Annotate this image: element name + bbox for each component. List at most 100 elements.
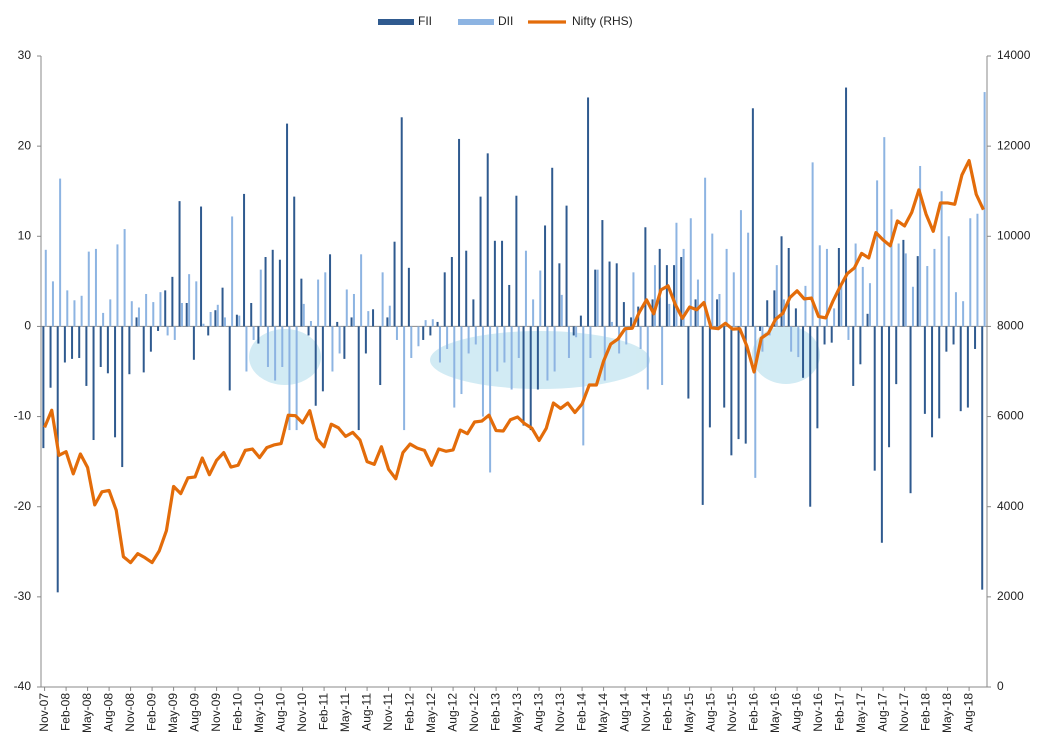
bar bbox=[438, 326, 441, 363]
y-tick-label: -20 bbox=[14, 499, 32, 513]
bar bbox=[508, 284, 511, 327]
x-tick-label: Aug-13 bbox=[531, 693, 545, 732]
bar bbox=[80, 295, 83, 327]
bar bbox=[472, 299, 475, 327]
bar bbox=[465, 250, 468, 327]
bar bbox=[209, 312, 212, 327]
x-tick-label: May-13 bbox=[510, 693, 524, 733]
bar bbox=[976, 213, 979, 327]
x-tick-label: Feb-11 bbox=[316, 693, 330, 730]
bar bbox=[243, 193, 246, 327]
bar bbox=[479, 196, 482, 327]
x-tick-label: Nov-12 bbox=[467, 693, 481, 732]
bar bbox=[845, 87, 848, 327]
bar bbox=[357, 326, 360, 431]
bar bbox=[87, 251, 90, 327]
bar bbox=[981, 326, 984, 590]
bar bbox=[909, 326, 912, 494]
bar bbox=[589, 326, 592, 358]
bar bbox=[336, 321, 339, 327]
bar bbox=[794, 308, 797, 327]
bar bbox=[135, 317, 138, 327]
bar bbox=[639, 326, 642, 349]
y-tick-label: -40 bbox=[14, 679, 32, 693]
bar bbox=[546, 326, 549, 381]
y-tick-label: 20 bbox=[18, 138, 32, 152]
bar bbox=[123, 229, 126, 327]
bar bbox=[486, 153, 489, 327]
x-tick-label: Nov-15 bbox=[725, 693, 739, 732]
bar bbox=[809, 326, 812, 507]
bar bbox=[962, 301, 965, 327]
bar bbox=[823, 326, 826, 345]
bar bbox=[610, 321, 613, 327]
bar bbox=[696, 279, 699, 327]
bar bbox=[324, 272, 327, 327]
x-tick-label: Aug-18 bbox=[961, 693, 975, 732]
bar bbox=[744, 326, 747, 444]
x-tick-label: May-09 bbox=[166, 693, 180, 733]
bar bbox=[644, 227, 647, 327]
bar bbox=[422, 326, 425, 340]
bar bbox=[42, 326, 45, 449]
bar bbox=[579, 315, 582, 327]
bar bbox=[321, 326, 324, 392]
bar bbox=[544, 225, 547, 327]
bar bbox=[59, 178, 62, 327]
bar bbox=[859, 326, 862, 365]
bar bbox=[489, 326, 492, 473]
bar bbox=[137, 307, 140, 327]
bar bbox=[539, 270, 542, 327]
highlight-ellipses bbox=[249, 326, 820, 389]
bar bbox=[102, 312, 105, 327]
bar bbox=[202, 323, 205, 327]
bar bbox=[446, 326, 449, 349]
bar bbox=[496, 326, 499, 372]
bar bbox=[708, 326, 711, 428]
y-tick-label: 30 bbox=[18, 48, 32, 62]
bar bbox=[847, 326, 850, 340]
x-tick-label: Feb-08 bbox=[58, 693, 72, 731]
bar bbox=[790, 326, 793, 352]
bar bbox=[345, 289, 348, 327]
bar bbox=[625, 326, 628, 345]
y-tick-label: -10 bbox=[14, 409, 32, 423]
bar bbox=[596, 269, 599, 327]
bar bbox=[73, 300, 76, 327]
bar bbox=[739, 210, 742, 327]
bar bbox=[250, 302, 253, 327]
bar bbox=[646, 326, 649, 390]
bar bbox=[300, 278, 303, 327]
bar bbox=[49, 326, 52, 388]
bar bbox=[180, 302, 183, 327]
y2-tick-label: 12000 bbox=[997, 138, 1031, 152]
bar bbox=[114, 326, 117, 438]
bar bbox=[460, 326, 463, 395]
bar bbox=[66, 290, 69, 327]
bar bbox=[393, 241, 396, 327]
bar bbox=[567, 326, 570, 358]
bar bbox=[725, 248, 728, 327]
bar bbox=[63, 326, 66, 363]
bar bbox=[775, 265, 778, 327]
bar bbox=[876, 180, 879, 327]
x-tick-label: Feb-12 bbox=[402, 693, 416, 731]
bar bbox=[759, 326, 762, 331]
bar bbox=[565, 205, 568, 327]
x-tick-label: Aug-10 bbox=[273, 693, 287, 732]
bar bbox=[966, 326, 969, 408]
bar bbox=[71, 326, 74, 359]
x-tick-label: May-14 bbox=[596, 693, 610, 733]
bar bbox=[228, 326, 231, 391]
bar bbox=[317, 279, 320, 327]
legend-swatch bbox=[378, 19, 414, 25]
x-tick-label: Nov-11 bbox=[381, 693, 395, 731]
bar bbox=[608, 261, 611, 327]
bar bbox=[166, 326, 169, 336]
bar bbox=[716, 299, 719, 327]
bar bbox=[883, 137, 886, 327]
bar bbox=[529, 326, 532, 431]
bar bbox=[594, 269, 597, 327]
bar bbox=[804, 285, 807, 327]
bar bbox=[238, 315, 241, 327]
